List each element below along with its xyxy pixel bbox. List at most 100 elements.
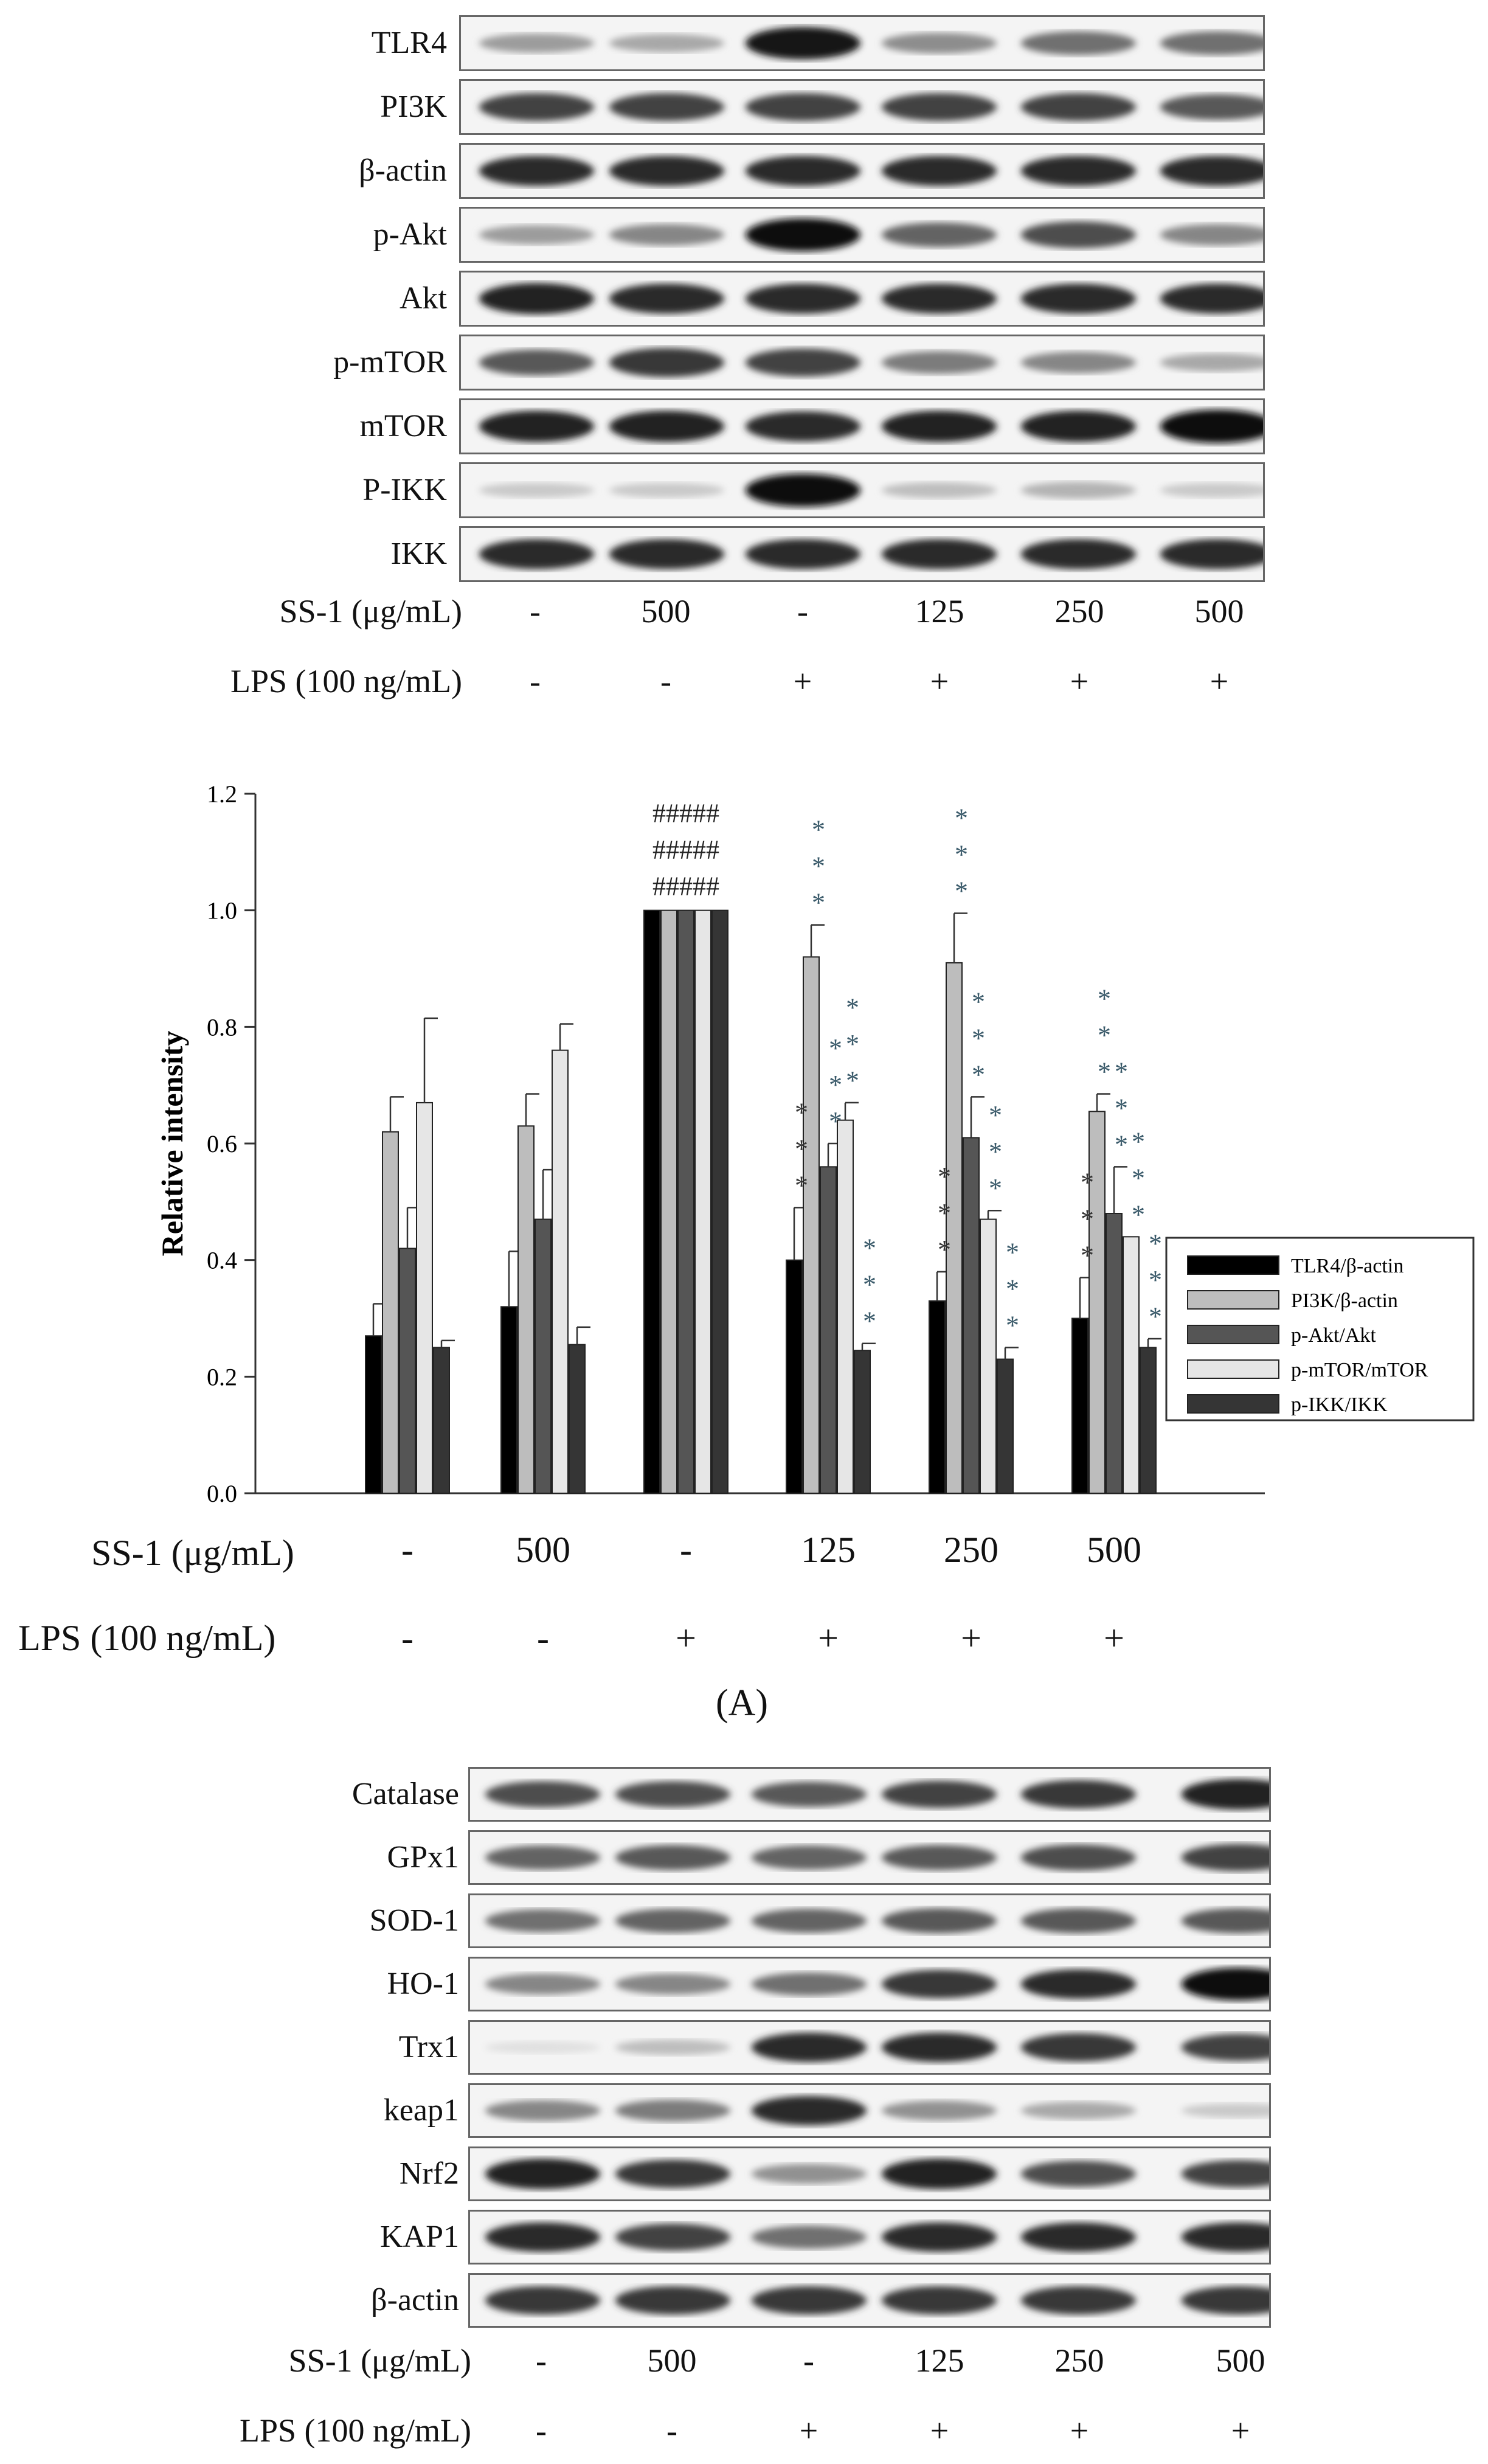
b-band (1181, 2222, 1269, 2252)
b-lps-value: + (799, 2412, 818, 2449)
b-band (1020, 2033, 1136, 2062)
a-blot-label: β-actin (359, 153, 447, 188)
star-annotation: * (1081, 1204, 1094, 1234)
a-band (745, 411, 861, 442)
b-band (881, 1969, 997, 1999)
star-annotation: * (1149, 1302, 1162, 1331)
y-tick-label: 1.0 (207, 897, 237, 925)
b-blot-strip (468, 1830, 1271, 1885)
b-lps-label: LPS (100 ng/mL) (239, 2412, 471, 2449)
star-annotation: * (989, 1100, 1002, 1130)
a-band (745, 539, 861, 569)
chart-ss1-value: - (401, 1530, 414, 1570)
a-band (1020, 221, 1136, 249)
b-band (881, 1845, 997, 1870)
star-annotation: * (812, 888, 825, 918)
star-annotation: * (1098, 1057, 1111, 1087)
a-lps-value: - (660, 663, 671, 699)
b-band (881, 2158, 997, 2190)
b-lps-value: - (666, 2412, 677, 2449)
a-blot-label: P-IKK (362, 473, 447, 507)
b-band (881, 1780, 997, 1808)
a-band (881, 92, 997, 122)
a-blot-strip (459, 15, 1265, 71)
a-band (479, 156, 595, 186)
star-annotation: * (863, 1270, 876, 1300)
b-band (751, 2164, 867, 2184)
bar (416, 1102, 433, 1494)
bar (837, 1119, 854, 1494)
a-band (609, 34, 725, 52)
star-annotation: * (972, 1060, 985, 1089)
a-blot-label: p-mTOR (333, 345, 447, 380)
a-band (1020, 539, 1136, 569)
a-blot-strip (459, 79, 1265, 135)
a-band (1020, 411, 1136, 442)
b-band (751, 2226, 867, 2249)
b-band (1181, 2033, 1269, 2061)
b-blot-label: β-actin (371, 2283, 459, 2317)
a-band (479, 411, 595, 442)
b-band (485, 1781, 601, 1808)
chart-ss1-value: 250 (944, 1530, 998, 1570)
bar (854, 1350, 871, 1494)
b-blot-strip (468, 2020, 1271, 2075)
b-ss1-value: 250 (1054, 2342, 1104, 2379)
a-band (1160, 224, 1263, 246)
bar (963, 1137, 980, 1494)
b-ss1-value: 500 (647, 2342, 697, 2379)
b-blot-label: SOD-1 (369, 1903, 459, 1938)
star-annotation: * (846, 1029, 859, 1059)
a-band (1160, 353, 1263, 372)
a-band (745, 473, 861, 507)
hash-annotation: ##### (652, 872, 719, 901)
a-band (881, 482, 997, 499)
b-band (881, 2032, 997, 2063)
a-band (479, 225, 595, 245)
bar (660, 909, 677, 1494)
legend-swatch (1187, 1325, 1279, 1344)
b-ss1-value: 500 (1216, 2342, 1265, 2379)
bar (1088, 1111, 1106, 1494)
a-ss1-value: 250 (1054, 593, 1104, 630)
star-annotation: * (1132, 1163, 1145, 1193)
b-band (615, 2286, 731, 2315)
b-band (615, 2159, 731, 2188)
b-blot-label: keap1 (383, 2093, 459, 2128)
a-blot-strip (459, 398, 1265, 454)
a-lps-value: + (1070, 663, 1089, 699)
a-band (1160, 482, 1263, 498)
a-band (745, 283, 861, 314)
b-band (751, 2032, 867, 2063)
a-blot-strip (459, 143, 1265, 199)
panel-label: (A) (715, 1682, 769, 1724)
a-ss1-value: 500 (641, 593, 691, 630)
b-band (881, 2286, 997, 2315)
bar (365, 1335, 382, 1494)
star-annotation: * (938, 1162, 951, 1192)
legend-swatch (1187, 1290, 1279, 1310)
b-band (485, 1973, 601, 1995)
b-band (485, 1845, 601, 1870)
a-band (745, 156, 861, 186)
a-band (1020, 482, 1136, 499)
b-band (615, 1845, 731, 1870)
star-annotation: * (863, 1307, 876, 1336)
a-band (745, 27, 861, 60)
bar (500, 1306, 517, 1494)
bar (517, 1125, 535, 1494)
b-blot-label: HO-1 (387, 1966, 459, 2001)
legend-swatch (1187, 1359, 1279, 1379)
bar (677, 909, 694, 1494)
a-band (1160, 94, 1263, 120)
chart-lps-value: + (818, 1618, 839, 1658)
a-band (745, 92, 861, 122)
chart-lps-value: + (1104, 1618, 1124, 1658)
star-annotation: * (955, 876, 968, 906)
b-blot-label: KAP1 (379, 2219, 459, 2254)
b-blot-strip (468, 1767, 1271, 1822)
b-band (1181, 1968, 1269, 2001)
a-band (479, 283, 595, 314)
b-blot-strip (468, 2210, 1271, 2264)
b-band (751, 1845, 867, 1870)
